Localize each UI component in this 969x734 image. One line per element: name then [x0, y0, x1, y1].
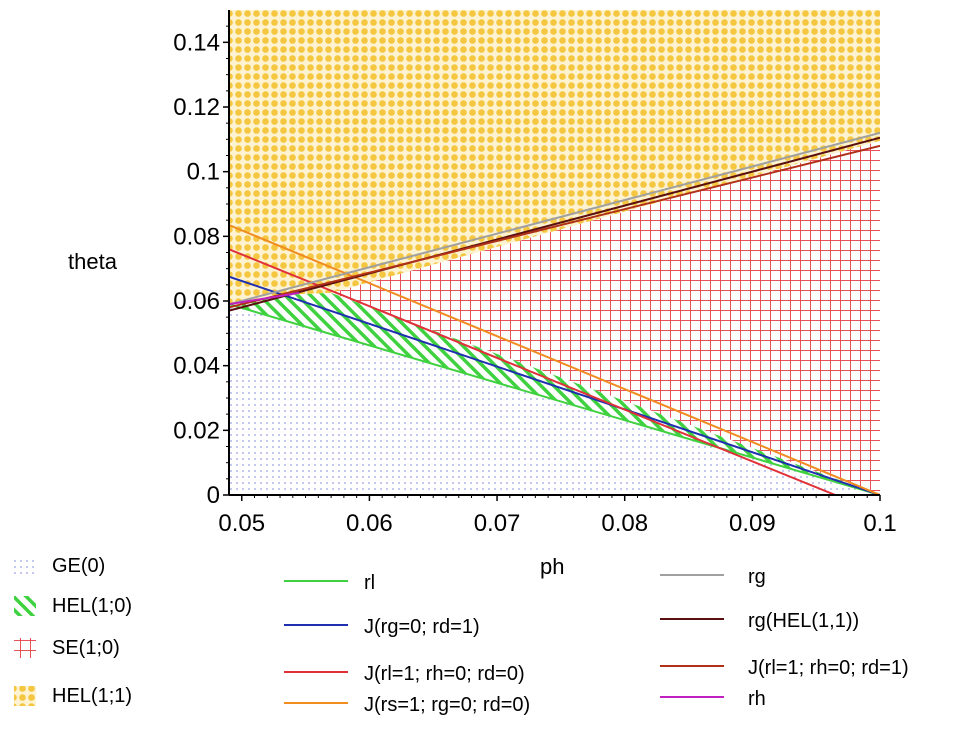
- series-line-j-rl-1-rh-0-rd-0: [229, 248, 836, 495]
- legend-label: J(rl=1; rh=0; rd=1): [748, 657, 909, 679]
- legend-label: HEL(1;1): [52, 685, 132, 707]
- legend-label: J(rs=1; rg=0; rd=0): [364, 694, 530, 716]
- regions: [229, 10, 880, 495]
- series-line-j-rs-1-rg-0-rd-0: [229, 224, 880, 495]
- legend-label: rg(HEL(1,1)): [748, 610, 859, 632]
- legend-label: GE(0): [52, 555, 105, 577]
- y-tick-label: 0.12: [173, 94, 220, 121]
- x-axis-title: ph: [540, 554, 564, 579]
- y-axis-title: theta: [68, 249, 118, 274]
- y-tick-label: 0.02: [173, 417, 220, 444]
- series-line-rg: [229, 131, 880, 306]
- legend-swatch-grid: [14, 638, 36, 658]
- y-tick-label: 0: [207, 482, 220, 509]
- x-tick-label: 0.05: [218, 510, 265, 537]
- region-se-1-0: [331, 140, 880, 495]
- legend-label: rh: [748, 688, 766, 710]
- legend-swatch-dots: [14, 556, 36, 576]
- legend-label: SE(1;0): [52, 637, 120, 659]
- legend-label: rg: [748, 566, 766, 588]
- series-line-j-rg-0-rd-1: [229, 275, 880, 495]
- region-hel-1-1: [229, 10, 880, 305]
- x-tick-label: 0.09: [729, 510, 776, 537]
- y-tick-label: 0.06: [173, 288, 220, 315]
- legend-label: J(rg=0; rd=1): [364, 616, 480, 638]
- region-hel-1-0: [229, 292, 880, 495]
- series-line-rh: [229, 291, 300, 306]
- legend: GE(0) HEL(1;0) SE(1;0) HEL(1;1) rl J(rg=0; rd…: [14, 555, 909, 716]
- legend-swatch-dense-dots: [14, 686, 36, 706]
- series-lines: [229, 131, 880, 495]
- y-tick-label: 0.08: [173, 223, 220, 250]
- legend-swatch-diagonal-hatch: [14, 596, 36, 616]
- x-tick-label: 0.08: [601, 510, 648, 537]
- series-line-rl: [229, 303, 880, 495]
- ticks: 0 0.02 0.04 0.06 0.08 0.1 0.12 0.14 0.05 0.06 0.07…: [173, 25, 897, 537]
- x-tick-label: 0.06: [346, 510, 393, 537]
- x-tick-label: 0.07: [474, 510, 521, 537]
- y-tick-label: 0.04: [173, 353, 220, 380]
- legend-label: rl: [364, 572, 375, 594]
- y-tick-label: 0.14: [173, 29, 220, 56]
- legend-label: HEL(1;0): [52, 595, 132, 617]
- series-line-j-rl-1-rh-0-rd-1: [229, 144, 880, 309]
- y-tick-label: 0.1: [187, 159, 220, 186]
- x-tick-label: 0.1: [863, 510, 896, 537]
- series-line-rg-hel-1-1: [229, 136, 880, 312]
- legend-label: J(rl=1; rh=0; rd=0): [364, 663, 525, 685]
